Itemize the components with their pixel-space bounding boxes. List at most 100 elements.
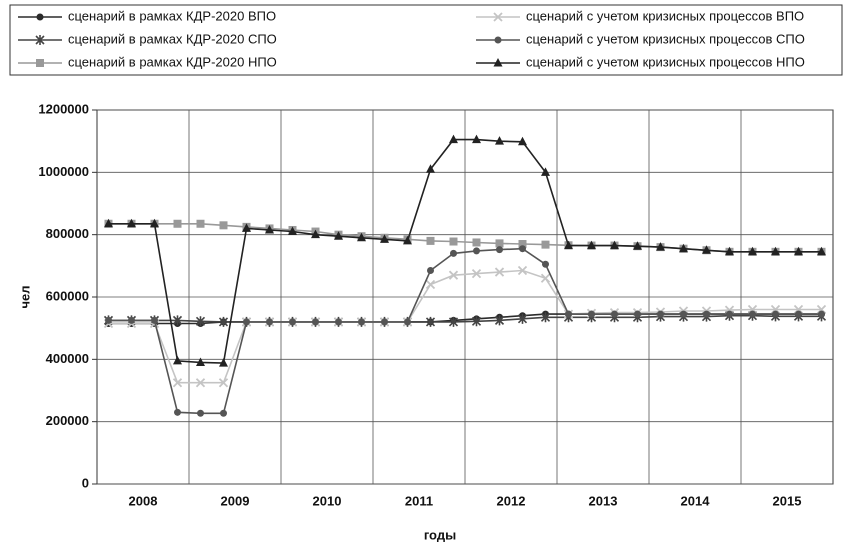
marker xyxy=(493,12,503,22)
x-tick-label: 2014 xyxy=(681,493,711,508)
marker xyxy=(794,246,803,256)
marker xyxy=(565,310,572,318)
marker xyxy=(472,238,481,247)
marker xyxy=(357,232,366,242)
y-tick-label: 1000000 xyxy=(38,164,89,179)
y-axis-label: чел xyxy=(17,285,32,308)
marker xyxy=(471,316,482,327)
marker xyxy=(587,240,596,250)
marker xyxy=(426,236,435,245)
marker xyxy=(197,409,204,417)
marker xyxy=(679,243,688,253)
marker xyxy=(105,316,112,324)
x-tick-label: 2015 xyxy=(773,493,802,508)
marker xyxy=(104,218,113,228)
marker xyxy=(564,240,573,250)
x-tick-label: 2013 xyxy=(589,493,618,508)
marker xyxy=(36,13,44,21)
marker xyxy=(335,318,342,326)
marker xyxy=(334,231,343,240)
marker xyxy=(495,239,504,248)
marker xyxy=(242,223,251,232)
x-tick-label: 2008 xyxy=(129,493,158,508)
marker xyxy=(173,219,182,228)
marker xyxy=(425,279,436,290)
marker xyxy=(403,235,412,245)
marker xyxy=(725,246,734,256)
marker xyxy=(150,218,159,228)
marker xyxy=(703,310,710,318)
marker xyxy=(471,268,482,279)
marker xyxy=(494,267,505,277)
marker xyxy=(494,315,505,326)
marker xyxy=(196,219,205,228)
marker xyxy=(495,136,504,145)
marker xyxy=(450,249,457,257)
series-line xyxy=(108,314,822,323)
marker xyxy=(220,409,227,417)
marker xyxy=(36,59,44,67)
series-line xyxy=(108,247,822,415)
marker xyxy=(358,318,365,326)
marker xyxy=(311,229,320,239)
marker xyxy=(634,310,641,318)
marker xyxy=(542,260,549,268)
marker xyxy=(195,316,206,327)
marker xyxy=(449,237,458,246)
marker xyxy=(541,240,550,249)
marker xyxy=(749,310,756,318)
marker xyxy=(127,218,136,228)
marker xyxy=(380,234,389,243)
marker xyxy=(795,310,802,318)
x-tick-label: 2011 xyxy=(405,493,433,508)
marker xyxy=(404,318,411,326)
marker xyxy=(218,378,229,388)
marker xyxy=(449,134,458,144)
marker xyxy=(195,378,206,388)
marker xyxy=(726,310,733,318)
marker xyxy=(493,58,503,67)
marker xyxy=(473,247,480,255)
marker xyxy=(426,164,435,173)
series-line xyxy=(108,138,822,364)
legend-label: сценарий с учетом кризисных процессов НП… xyxy=(526,54,805,69)
x-tick-label: 2010 xyxy=(313,493,342,508)
marker xyxy=(541,167,550,176)
marker xyxy=(540,312,551,323)
marker xyxy=(243,318,250,326)
marker xyxy=(174,408,181,416)
marker xyxy=(611,310,618,318)
marker xyxy=(265,224,274,234)
marker xyxy=(680,310,687,318)
marker xyxy=(312,318,319,326)
marker xyxy=(172,378,183,388)
x-tick-label: 2009 xyxy=(221,493,250,508)
marker xyxy=(657,310,664,318)
marker xyxy=(448,316,459,327)
marker xyxy=(540,273,551,283)
marker xyxy=(517,313,528,324)
marker xyxy=(772,310,779,318)
marker xyxy=(771,246,780,256)
marker xyxy=(288,226,297,236)
legend-box xyxy=(9,4,843,76)
x-tick-label: 2012 xyxy=(497,493,526,508)
marker xyxy=(151,316,158,324)
legend-label: сценарий с учетом кризисных процессов СП… xyxy=(526,31,805,46)
marker xyxy=(702,245,711,254)
marker xyxy=(496,246,503,254)
marker xyxy=(266,318,273,326)
legend-label: сценарий в рамках КДР-2020 ВПО xyxy=(68,8,276,23)
marker xyxy=(748,246,757,256)
marker xyxy=(588,310,595,318)
y-tick-label: 200000 xyxy=(46,413,89,428)
marker xyxy=(173,355,182,365)
marker xyxy=(219,221,228,230)
marker xyxy=(219,358,228,367)
marker xyxy=(35,35,45,45)
marker xyxy=(518,136,527,146)
legend-label: сценарий с учетом кризисных процессов ВП… xyxy=(526,8,804,23)
marker xyxy=(517,265,528,276)
